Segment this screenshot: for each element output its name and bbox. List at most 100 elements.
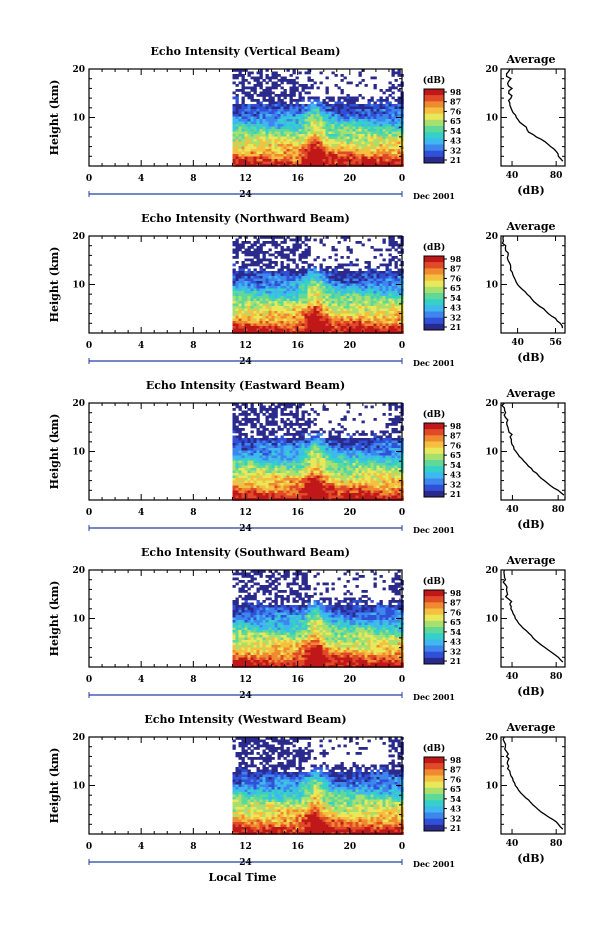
heatmap-cell — [287, 162, 290, 165]
heatmap-cell — [293, 84, 296, 87]
heatmap-cell — [383, 162, 386, 165]
heatmap-cell — [329, 431, 332, 434]
heatmap-cell — [371, 279, 374, 282]
heatmap-cell — [308, 466, 311, 469]
heatmap-cell — [374, 119, 377, 122]
heatmap-cell — [317, 154, 320, 157]
heatmap-cell — [248, 127, 251, 130]
heatmap-cell — [356, 84, 359, 87]
heatmap-cell — [305, 157, 308, 160]
heatmap-cell — [356, 144, 359, 147]
heatmap-cell — [287, 144, 290, 147]
heatmap-cell — [272, 119, 275, 122]
heatmap-cell — [260, 496, 263, 499]
heatmap-cell — [251, 319, 254, 322]
heatmap-cell — [356, 301, 359, 304]
heatmap-cell — [314, 127, 317, 130]
heatmap-cell — [251, 246, 254, 249]
heatmap-cell — [362, 311, 365, 314]
heatmap-cell — [359, 159, 362, 162]
heatmap-cell — [356, 309, 359, 312]
heatmap-field — [233, 236, 404, 334]
heatmap-cell — [287, 486, 290, 489]
heatmap-cell — [380, 104, 383, 107]
heatmap-cell — [281, 109, 284, 112]
heatmap-cell — [326, 276, 329, 279]
heatmap-cell — [371, 269, 374, 272]
heatmap-cell — [398, 281, 401, 284]
heatmap-cell — [338, 433, 341, 436]
heatmap-cell — [245, 104, 248, 107]
heatmap-cell — [302, 144, 305, 147]
heatmap-cell — [380, 306, 383, 309]
heatmap-cell — [356, 264, 359, 267]
heatmap-cell — [266, 129, 269, 132]
heatmap-cell — [236, 493, 239, 496]
heatmap-cell — [326, 112, 329, 115]
heatmap-cell — [233, 481, 236, 484]
heatmap-cell — [269, 122, 272, 125]
heatmap-cell — [272, 97, 275, 100]
heatmap-cell — [323, 309, 326, 312]
heatmap-cell — [239, 162, 242, 165]
heatmap-cell — [239, 431, 242, 434]
heatmap-cell — [281, 436, 284, 439]
heatmap-cell — [278, 104, 281, 107]
heatmap-cell — [323, 299, 326, 302]
heatmap-cell — [350, 109, 353, 112]
heatmap-cell — [314, 446, 317, 449]
heatmap-cell — [296, 408, 299, 411]
heatmap-cell — [371, 152, 374, 155]
heatmap-cell — [329, 152, 332, 155]
heatmap-cell — [341, 152, 344, 155]
heatmap-cell — [386, 249, 389, 252]
heatmap-cell — [326, 326, 329, 329]
heatmap-cell — [251, 261, 254, 264]
heatmap-cell — [290, 296, 293, 299]
heatmap-cell — [263, 137, 266, 140]
heatmap-cell — [350, 152, 353, 155]
heatmap-cell — [335, 304, 338, 307]
heatmap-cell — [356, 329, 359, 332]
heatmap-cell — [257, 79, 260, 82]
heatmap-cell — [389, 152, 392, 155]
heatmap-cell — [344, 491, 347, 494]
heatmap-cell — [260, 74, 263, 77]
heatmap-cell — [392, 289, 395, 292]
heatmap-cell — [353, 107, 356, 110]
heatmap-cell — [257, 132, 260, 135]
heatmap-cell — [311, 124, 314, 127]
heatmap-cell — [251, 264, 254, 267]
heatmap-cell — [266, 463, 269, 466]
heatmap-cell — [362, 279, 365, 282]
heatmap-cell — [293, 89, 296, 92]
heatmap-cell — [350, 119, 353, 122]
heatmap-cell — [290, 301, 293, 304]
heatmap-cell — [314, 154, 317, 157]
heatmap-cell — [338, 326, 341, 329]
heatmap-cell — [296, 433, 299, 436]
heatmap-cell — [350, 107, 353, 110]
heatmap-cell — [308, 441, 311, 444]
heatmap-cell — [248, 147, 251, 150]
heatmap-cell — [308, 87, 311, 90]
heatmap-cell — [275, 483, 278, 486]
heatmap-cell — [263, 291, 266, 294]
heatmap-cell — [314, 316, 317, 319]
heatmap-cell — [296, 431, 299, 434]
heatmap-cell — [284, 451, 287, 454]
heatmap-cell — [284, 321, 287, 324]
heatmap-cell — [383, 239, 386, 242]
heatmap-cell — [272, 104, 275, 107]
heatmap-cell — [263, 461, 266, 464]
heatmap-cell — [242, 142, 245, 145]
heatmap-cell — [275, 82, 278, 85]
heatmap-cell — [266, 157, 269, 160]
heatmap-cell — [236, 304, 239, 307]
heatmap-cell — [317, 286, 320, 289]
heatmap-cell — [233, 496, 236, 499]
heatmap-cell — [248, 483, 251, 486]
heatmap-cell — [308, 117, 311, 120]
heatmap-cell — [356, 159, 359, 162]
heatmap-cell — [395, 319, 398, 322]
